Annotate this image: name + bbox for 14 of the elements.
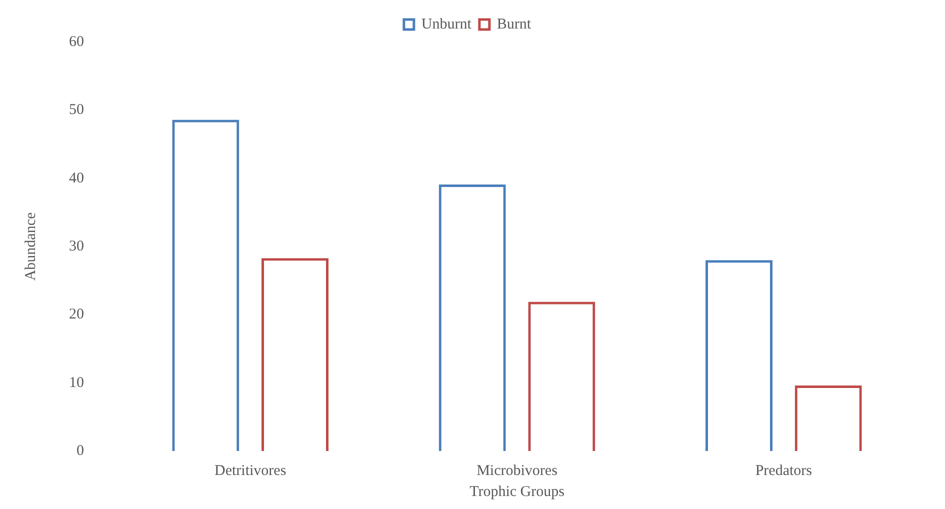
y-tick-label: 60: [69, 34, 84, 50]
y-axis-title: Abundance: [22, 212, 39, 281]
y-tick-label: 40: [69, 170, 84, 186]
x-tick-label: Detritivores: [214, 462, 286, 479]
y-tick-label: 0: [76, 442, 84, 459]
y-tick-label: 10: [69, 374, 84, 391]
x-axis-title: Trophic Groups: [470, 484, 565, 500]
y-tick-label: 50: [69, 102, 84, 118]
legend-label: Burnt: [496, 16, 532, 32]
y-tick-label: 30: [69, 238, 84, 254]
legend-label: Unburnt: [421, 16, 472, 32]
x-tick-label: Predators: [755, 462, 812, 479]
y-tick-label: 20: [69, 306, 84, 323]
x-tick-label: Microbivores: [476, 462, 558, 479]
